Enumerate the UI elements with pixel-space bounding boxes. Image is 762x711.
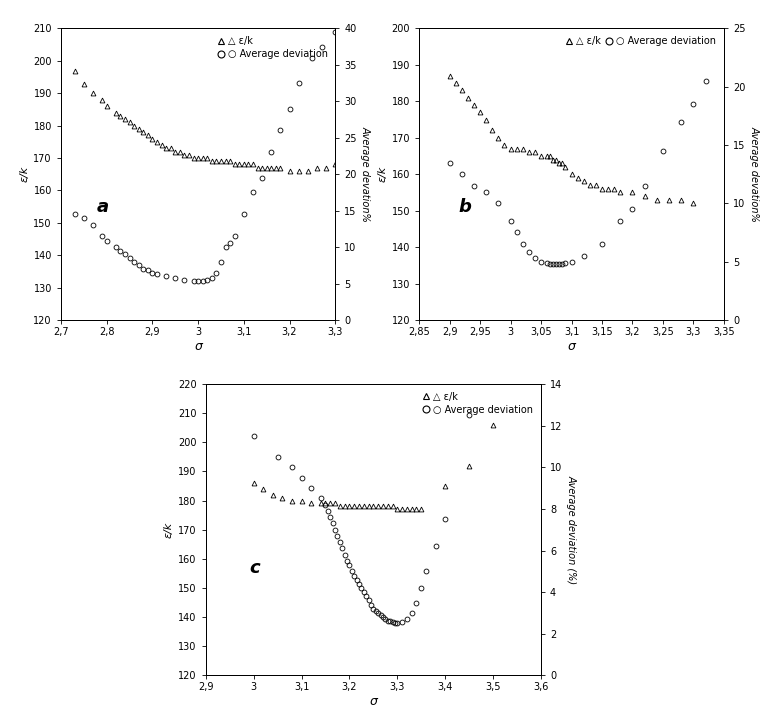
Text: a: a xyxy=(97,198,109,216)
Text: c: c xyxy=(249,560,260,577)
X-axis label: σ: σ xyxy=(194,340,202,353)
Legend: △ ε/k, ○ Average deviation: △ ε/k, ○ Average deviation xyxy=(214,33,331,62)
Y-axis label: Average devation%: Average devation% xyxy=(749,127,759,222)
Y-axis label: ε/k: ε/k xyxy=(164,522,174,538)
Y-axis label: Average devation%: Average devation% xyxy=(360,127,370,222)
Y-axis label: ε/k: ε/k xyxy=(377,166,387,182)
X-axis label: σ: σ xyxy=(370,695,377,708)
Text: b: b xyxy=(459,198,472,216)
Y-axis label: Average deviation (%): Average deviation (%) xyxy=(566,475,576,584)
Legend: △ ε/k, ○ Average deviation: △ ε/k, ○ Average deviation xyxy=(420,389,536,417)
X-axis label: σ: σ xyxy=(568,340,575,353)
Y-axis label: ε/k: ε/k xyxy=(19,166,29,182)
Legend: △ ε/k, ○ Average deviation: △ ε/k, ○ Average deviation xyxy=(562,33,719,49)
